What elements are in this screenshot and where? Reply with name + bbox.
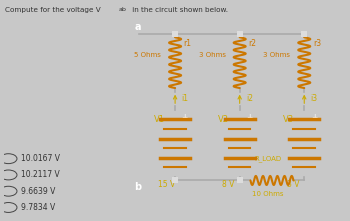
Text: 10 Ohms: 10 Ohms xyxy=(252,191,284,197)
Text: r2: r2 xyxy=(248,39,256,48)
Text: 9.7834 V: 9.7834 V xyxy=(21,203,55,212)
Text: 3 Ohms: 3 Ohms xyxy=(263,52,290,58)
Text: r1: r1 xyxy=(184,39,192,48)
Text: Compute for the voltage V: Compute for the voltage V xyxy=(5,7,101,13)
Text: 10.2117 V: 10.2117 V xyxy=(21,170,60,179)
Text: b: b xyxy=(134,182,141,192)
Text: R_LOAD: R_LOAD xyxy=(254,156,281,162)
Text: +: + xyxy=(311,113,317,122)
Text: +: + xyxy=(246,113,252,122)
Text: a: a xyxy=(134,22,141,32)
Text: r3: r3 xyxy=(313,39,321,48)
Text: V3: V3 xyxy=(283,115,294,124)
Text: i2: i2 xyxy=(246,94,253,103)
Text: in the circuit shown below.: in the circuit shown below. xyxy=(130,7,228,13)
Text: V1: V1 xyxy=(154,115,164,124)
Text: 3 V: 3 V xyxy=(287,181,300,189)
Text: +: + xyxy=(182,113,188,122)
Text: 5 Ohms: 5 Ohms xyxy=(134,52,161,58)
Text: ab: ab xyxy=(119,7,127,12)
Text: i1: i1 xyxy=(182,94,189,103)
Text: 8 V: 8 V xyxy=(223,181,235,189)
Text: V2: V2 xyxy=(218,115,229,124)
Text: 3 Ohms: 3 Ohms xyxy=(199,52,226,58)
Text: 15 V: 15 V xyxy=(158,181,175,189)
Text: i3: i3 xyxy=(311,94,318,103)
Text: 9.6639 V: 9.6639 V xyxy=(21,187,55,196)
Text: 10.0167 V: 10.0167 V xyxy=(21,154,60,163)
